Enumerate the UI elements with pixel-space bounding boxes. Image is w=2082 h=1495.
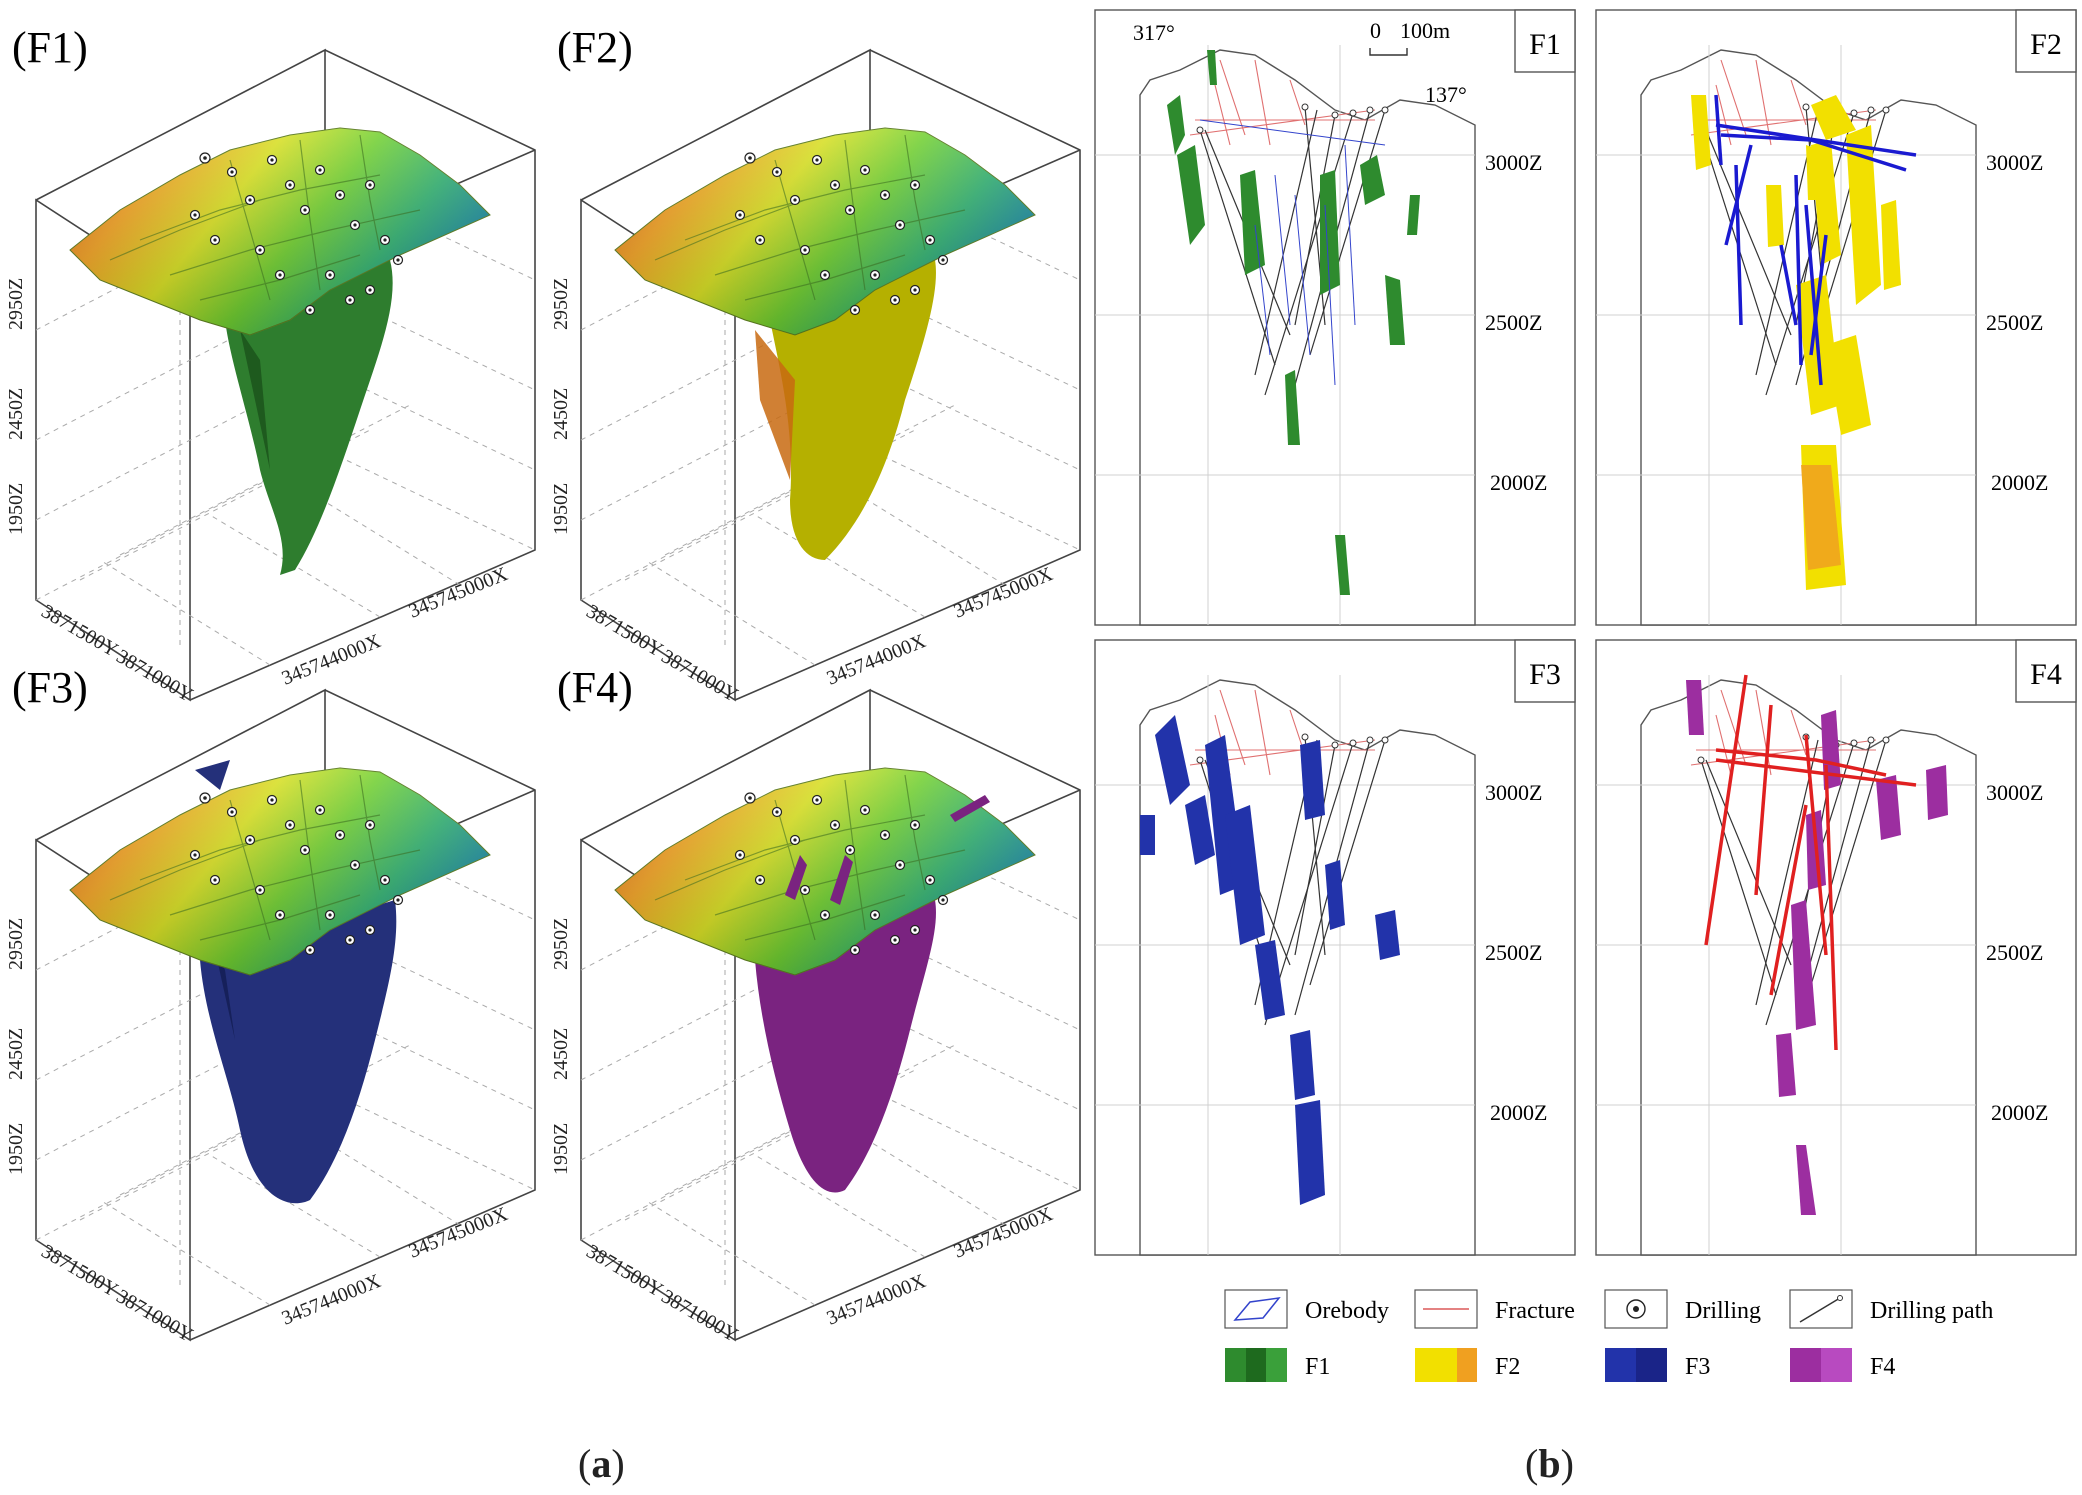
panel-label: F4 bbox=[2030, 658, 2062, 691]
x-tick-label: 345745000X bbox=[951, 563, 1057, 623]
z-level: 3000Z bbox=[1485, 780, 1542, 805]
z-tick-label: 2950Z bbox=[550, 918, 572, 970]
panel-label: (F4) bbox=[557, 663, 633, 712]
caption-a: (a) bbox=[578, 1441, 625, 1486]
orebody-f3 bbox=[200, 900, 397, 1204]
panel-b-f2: F2 3000Z 2500Z 2000Z bbox=[1595, 9, 2077, 626]
legend: Orebody Fracture Drilling Drilling path … bbox=[1224, 1289, 1993, 1382]
legend-f3: F3 bbox=[1605, 1348, 1710, 1382]
legend-drilling-path: Drilling path bbox=[1789, 1289, 1993, 1329]
panel-b-f3: F3 3000Z 2500Z 2000Z bbox=[1094, 639, 1576, 1256]
z-tick-label: 2450Z bbox=[5, 1028, 27, 1080]
z-level: 2000Z bbox=[1490, 1100, 1547, 1125]
z-level: 3000Z bbox=[1986, 780, 2043, 805]
panel-label: F3 bbox=[1529, 658, 1561, 691]
z-tick-label: 1950Z bbox=[5, 1123, 27, 1175]
x-tick-label: 345745000X bbox=[951, 1203, 1057, 1263]
legend-drilling: Drilling bbox=[1604, 1289, 1761, 1329]
panel-label: (F2) bbox=[557, 23, 633, 72]
legend-f1: F1 bbox=[1225, 1348, 1330, 1382]
z-tick-label: 1950Z bbox=[550, 483, 572, 535]
legend-fracture-label: Fracture bbox=[1495, 1298, 1575, 1324]
legend-f2: F2 bbox=[1415, 1348, 1520, 1382]
panel-label: F1 bbox=[1529, 28, 1561, 61]
legend-orebody: Orebody bbox=[1224, 1289, 1389, 1329]
z-tick-label: 2950Z bbox=[550, 278, 572, 330]
y-tick-label: 3871000Y bbox=[658, 645, 742, 706]
z-level: 3000Z bbox=[1986, 150, 2043, 175]
y-tick-label: 3871500Y bbox=[583, 1240, 667, 1301]
azimuth-right: 137° bbox=[1425, 82, 1467, 107]
legend-drilling-path-label: Drilling path bbox=[1870, 1298, 1993, 1324]
y-tick-label: 3871500Y bbox=[38, 1240, 122, 1301]
z-tick-label: 1950Z bbox=[5, 483, 27, 535]
z-level: 2500Z bbox=[1986, 940, 2043, 965]
z-tick-label: 2450Z bbox=[550, 388, 572, 440]
x-tick-label: 345745000X bbox=[406, 1203, 512, 1263]
y-tick-label: 3871000Y bbox=[113, 645, 197, 706]
panel-a-f1: (F1) bbox=[12, 23, 536, 701]
z-tick-label: 1950Z bbox=[550, 1123, 572, 1175]
z-level: 2500Z bbox=[1485, 940, 1542, 965]
panel-b-f4: F4 3000Z 2500Z 2000Z bbox=[1595, 639, 2077, 1256]
legend-f4-label: F4 bbox=[1870, 1354, 1895, 1380]
scale-zero: 0 bbox=[1370, 18, 1381, 43]
legend-f4: F4 bbox=[1790, 1348, 1895, 1382]
z-level: 2000Z bbox=[1991, 1100, 2048, 1125]
panel-label: F2 bbox=[2030, 28, 2062, 61]
x-tick-label: 345745000X bbox=[406, 563, 512, 623]
z-level: 2500Z bbox=[1485, 310, 1542, 335]
y-tick-label: 3871500Y bbox=[583, 600, 667, 661]
legend-f1-label: F1 bbox=[1305, 1354, 1330, 1380]
z-tick-label: 2450Z bbox=[550, 1028, 572, 1080]
orebody-f2 bbox=[770, 260, 936, 560]
y-tick-label: 3871000Y bbox=[113, 1285, 197, 1346]
legend-f2-label: F2 bbox=[1495, 1354, 1520, 1380]
z-tick-label: 2450Z bbox=[5, 388, 27, 440]
panel-label: (F3) bbox=[12, 663, 88, 712]
z-level: 3000Z bbox=[1485, 150, 1542, 175]
caption-b: (b) bbox=[1525, 1441, 1574, 1486]
z-level: 2500Z bbox=[1986, 310, 2043, 335]
scale-label: 100m bbox=[1400, 18, 1450, 43]
panel-a-f4: (F4) bbox=[557, 663, 1081, 1341]
z-tick-label: 2950Z bbox=[5, 918, 27, 970]
y-tick-label: 3871000Y bbox=[658, 1285, 742, 1346]
orebody-f1 bbox=[225, 260, 393, 575]
panel-a-f2: (F2) bbox=[557, 23, 1081, 701]
legend-fracture: Fracture bbox=[1414, 1289, 1575, 1329]
y-tick-label: 3871500Y bbox=[38, 600, 122, 661]
panel-label: (F1) bbox=[12, 23, 88, 72]
z-level: 2000Z bbox=[1991, 470, 2048, 495]
legend-orebody-label: Orebody bbox=[1305, 1298, 1389, 1324]
legend-drilling-label: Drilling bbox=[1685, 1298, 1761, 1324]
panel-a-f3: (F3) bbox=[12, 663, 536, 1341]
azimuth-left: 317° bbox=[1133, 20, 1175, 45]
legend-f3-label: F3 bbox=[1685, 1354, 1710, 1380]
z-tick-label: 2950Z bbox=[5, 278, 27, 330]
z-level: 2000Z bbox=[1490, 470, 1547, 495]
panel-b-f1: F1 317° 137° 0 100m 3000Z 2500Z 2000Z bbox=[1094, 9, 1576, 626]
